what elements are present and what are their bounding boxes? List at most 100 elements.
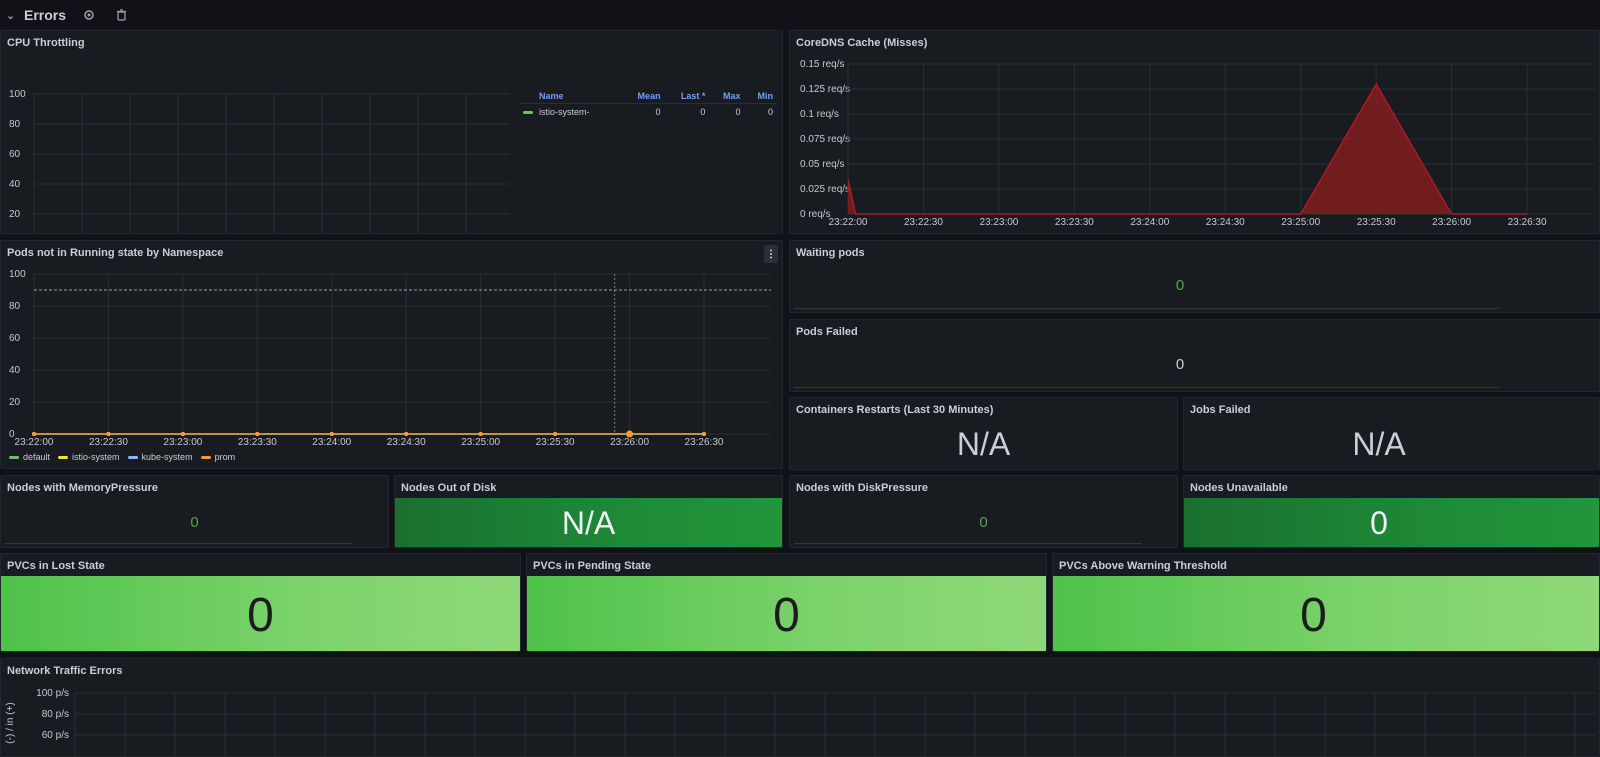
trash-icon[interactable]: [112, 6, 130, 24]
panel-menu-icon[interactable]: [764, 245, 778, 263]
cpu-throttling-chart[interactable]: 02040608010023:22:0023:22:3023:23:0023:2…: [1, 31, 511, 234]
legend-label: istio-system: [72, 452, 120, 462]
panel-title: Waiting pods: [796, 247, 865, 259]
legend-swatch: [523, 111, 533, 115]
row-header: ⌄ Errors: [0, 0, 1600, 30]
y-tick-label: 80: [9, 119, 21, 130]
panel-coredns-cache[interactable]: CoreDNS Cache (Misses) 0 req/s 0.025 req/…: [789, 30, 1600, 234]
gear-icon[interactable]: [80, 6, 98, 24]
panel-title: PVCs in Pending State: [533, 560, 651, 572]
panel-title: Jobs Failed: [1190, 404, 1251, 416]
stat-value: 0: [1175, 356, 1185, 373]
panel-nodes-memory-pressure[interactable]: Nodes with MemoryPressure 0: [0, 475, 389, 548]
legend-header[interactable]: Last *: [680, 91, 706, 101]
panel-waiting-pods[interactable]: Waiting pods 0: [789, 240, 1600, 313]
x-tick-label: 23:25:00: [461, 437, 500, 448]
stat-background: [395, 498, 782, 547]
stat-value: 0: [190, 514, 199, 531]
sparkline: [794, 308, 1499, 309]
panel-nodes-unavailable[interactable]: Nodes Unavailable 0: [1183, 475, 1600, 548]
legend-header[interactable]: Max: [723, 91, 741, 101]
stat-value: 0: [979, 514, 988, 531]
x-tick-label: 23:23:00: [979, 217, 1018, 228]
panel-title: CoreDNS Cache (Misses): [796, 37, 928, 49]
x-tick-label: 23:22:00: [829, 217, 868, 228]
y-tick-label: 100: [9, 269, 26, 280]
legend-label: kube-system: [141, 452, 193, 462]
y-tick-label: 60 p/s: [42, 730, 69, 741]
panel-pvcs-warning-threshold[interactable]: PVCs Above Warning Threshold 0: [1052, 553, 1600, 652]
pods-not-running-chart[interactable]: 0 20 40 60 80 100 23:22:00 23:22:30 23:23:00 23:2…: [1, 241, 783, 469]
x-tick-label: 23:26:30: [1508, 217, 1547, 228]
y-tick-label: 0.05 req/s: [800, 159, 844, 170]
legend-item-prom[interactable]: prom: [200, 452, 235, 462]
row-title[interactable]: Errors: [24, 7, 67, 23]
x-tick-label: 23:23:00: [163, 437, 202, 448]
y-tick-label: 0.025 req/s: [800, 184, 850, 195]
coredns-chart[interactable]: 0 req/s 0.025 req/s 0.05 req/s 0.075 req/s 0…: [790, 31, 1600, 234]
legend-header[interactable]: Min: [757, 91, 774, 101]
x-tick-label: 23:22:30: [904, 217, 943, 228]
stat-background: [1053, 576, 1599, 651]
x-tick-label: 23:23:30: [238, 437, 277, 448]
x-tick-label: 23:24:00: [1130, 217, 1169, 228]
legend-swatch: [58, 455, 69, 459]
legend-cell-min: 0: [744, 103, 777, 120]
stat-value: 0: [773, 589, 800, 642]
x-tick-label: 23:26:30: [685, 437, 724, 448]
panel-network-traffic-errors[interactable]: Network Traffic Errors 60 p/s 80 p/s 100 p…: [0, 658, 1600, 757]
panel-pvcs-lost[interactable]: PVCs in Lost State 0: [0, 553, 521, 652]
y-tick-label: 0.125 req/s: [800, 84, 850, 95]
panel-jobs-failed[interactable]: Jobs Failed N/A: [1183, 397, 1600, 470]
legend-row[interactable]: istio-system- 0 0 0 0: [519, 103, 777, 120]
sparkline: [794, 387, 1499, 388]
legend-cell-mean: 0: [621, 103, 665, 120]
y-tick-label: 0.15 req/s: [800, 59, 844, 70]
panel-cpu-throttling[interactable]: CPU Throttling 02040608010023:22:0023:22…: [0, 30, 783, 234]
legend-cell-max: 0: [709, 103, 745, 120]
y-tick-label: 0.075 req/s: [800, 134, 850, 145]
legend-swatch: [9, 455, 19, 459]
x-tick-label: 23:24:30: [1206, 217, 1245, 228]
panel-pods-failed[interactable]: Pods Failed 0: [789, 319, 1600, 392]
panel-nodes-disk-pressure[interactable]: Nodes with DiskPressure 0: [789, 475, 1178, 548]
x-tick-label: 23:26:00: [1432, 217, 1471, 228]
legend-item-kube-system[interactable]: kube-system: [127, 452, 193, 462]
panel-pods-not-running[interactable]: Pods not in Running state by Namespace 0…: [0, 240, 783, 469]
y-tick-label: 60: [9, 333, 21, 344]
panel-title: Nodes with MemoryPressure: [7, 482, 158, 494]
stat-value: 0: [247, 589, 274, 642]
network-errors-chart[interactable]: 60 p/s 80 p/s 100 p/s (-) / in (+): [1, 659, 1600, 757]
x-tick-label: 23:22:30: [89, 437, 128, 448]
x-tick-label: 23:24:00: [312, 437, 351, 448]
y-tick-label: 40: [9, 365, 21, 376]
stat-background: [1184, 498, 1599, 547]
legend-header[interactable]: Mean: [637, 91, 661, 101]
y-tick-label: 0: [9, 429, 15, 440]
y-tick-label: 60: [9, 149, 21, 160]
panel-pvcs-pending[interactable]: PVCs in Pending State 0: [526, 553, 1047, 652]
x-tick-label: 23:22:00: [15, 437, 54, 448]
y-tick-label: 100: [9, 89, 26, 100]
x-tick-label: 23:25:30: [536, 437, 575, 448]
panel-nodes-out-of-disk[interactable]: Nodes Out of Disk N/A: [394, 475, 783, 548]
y-tick-label: 20: [9, 397, 21, 408]
legend-series-name: istio-system-: [539, 107, 590, 117]
panel-title: PVCs in Lost State: [7, 560, 105, 572]
legend-header[interactable]: Name: [539, 91, 564, 101]
legend-item-default[interactable]: default: [9, 452, 50, 462]
panel-containers-restarts[interactable]: Containers Restarts (Last 30 Minutes) N/…: [789, 397, 1178, 470]
y-tick-label: 80 p/s: [42, 709, 69, 720]
hover-point: [626, 430, 634, 438]
stat-value: 0: [1300, 589, 1327, 642]
y-tick-label: 40: [9, 179, 21, 190]
x-tick-label: 23:26:00: [610, 437, 649, 448]
legend-item-istio-system[interactable]: istio-system: [58, 452, 120, 462]
area-series-misses: [848, 84, 1528, 214]
pods-legend: default istio-system kube-system prom: [9, 452, 235, 462]
panel-title: Nodes Out of Disk: [401, 482, 497, 494]
x-tick-label: 23:25:30: [1357, 217, 1396, 228]
stat-value: N/A: [956, 426, 1011, 462]
chevron-down-icon[interactable]: ⌄: [6, 9, 16, 22]
stat-background: [527, 576, 1046, 651]
